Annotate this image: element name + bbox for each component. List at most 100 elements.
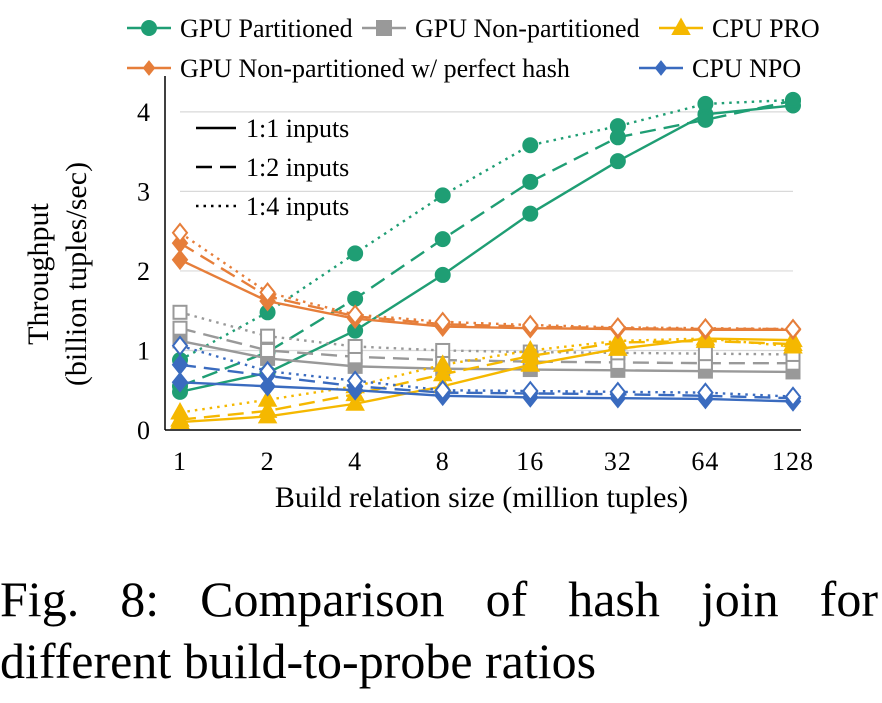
data-point [522,205,539,222]
ratio-legend-label: 1:1 inputs [246,114,349,143]
data-point [347,338,363,354]
x-tick-label: 32 [604,447,632,476]
data-point [434,266,451,283]
data-point [170,402,190,420]
x-tick-label: 4 [348,447,362,476]
data-point [259,282,276,303]
series-legend: GPU Partitioned GPU Non-partitioned CPU PR… [127,14,820,83]
data-point [697,95,714,112]
data-point [609,317,627,338]
series-gpu-non-partitioned-w-perfect-hash-1-4 [171,222,802,340]
series-cpu-pro-1-4 [170,328,803,420]
legend-item-gpu-partitioned: GPU Partitioned [127,14,353,43]
data-point [346,370,364,392]
legend-marker [654,60,668,76]
data-point [171,354,189,376]
data-point [346,304,364,326]
data-point [432,354,453,372]
series-line [179,381,794,403]
data-point [171,371,189,393]
data-point [609,118,626,135]
data-point [171,249,189,271]
caption-line-1: Fig. 8: Comparison of hash join for [0,571,878,627]
data-point [785,91,801,108]
figure-caption: Fig. 8: Comparison of hash join for diff… [0,568,882,692]
data-point [259,360,276,382]
y-tick-label: 3 [137,177,150,206]
series-line [179,327,793,365]
data-point [434,379,451,401]
data-point [171,222,189,244]
y-tick-label: 4 [137,98,150,127]
data-point [172,320,188,336]
data-point [520,340,541,358]
data-point [260,328,276,344]
series-line [179,231,794,331]
data-point [347,290,364,307]
legend-marker [141,20,157,36]
data-point [697,111,714,128]
y-axis-label-line: Throughput [22,203,55,345]
series-line [179,344,794,398]
y-axis-label-line: (billion tuples/sec) [60,162,93,386]
legend-marker [376,20,392,36]
legend-item-gpu-non-partitioned-w-perfect-hash: GPU Non-partitioned w/ perfect hash [127,54,570,83]
data-point [609,381,627,403]
data-point [434,311,451,333]
ratio-legend-1-1: 1:1 inputs [196,114,349,143]
data-point [784,386,802,407]
x-tick-label: 128 [772,447,814,476]
data-point [609,153,626,170]
series-line [179,242,793,331]
grid-lines [180,111,793,352]
data-point [697,317,714,339]
data-point [257,389,278,407]
ratio-legend-label: 1:4 inputs [246,192,349,221]
data-point [522,314,539,336]
legend-label: CPU NPO [692,54,801,83]
data-point [522,173,539,190]
data-point [257,400,278,418]
data-point [434,231,451,248]
data-point [697,382,714,403]
x-tick-label: 16 [516,447,544,476]
legend-label: GPU Partitioned [180,14,353,43]
legend-label: CPU PRO [712,14,820,43]
data-point [783,336,803,354]
ratio-legend-1-2: 1:2 inputs [196,153,349,182]
x-tick-label: 2 [261,447,275,476]
data-point [347,245,364,262]
ratio-legend-1-4: 1:4 inputs [196,192,349,221]
series-line [179,311,794,356]
y-tick-label: 1 [137,336,150,365]
series-line [179,363,794,400]
series-line [179,339,794,421]
series-line [179,98,794,362]
series-cpu-npo-1-4 [171,335,802,407]
x-tick-label: 8 [436,447,450,476]
ratio-legend: 1:1 inputs 1:2 inputs 1:4 inputs [196,114,349,221]
series-gpu-partitioned-1-2 [172,92,801,395]
ratio-legend-label: 1:2 inputs [246,153,349,182]
legend-marker [671,17,691,35]
x-tick-label: 64 [691,447,719,476]
data-point [522,380,539,402]
data-point [172,304,188,320]
legend-label: GPU Non-partitioned w/ perfect hash [180,54,570,83]
x-axis-label: Build relation size (million tuples) [275,481,688,514]
data-point [345,393,365,411]
caption-line-2: different build-to-probe ratios [0,633,597,689]
data-point [434,187,451,204]
axis-labels: Build relation size (million tuples) Thro… [22,162,688,514]
data-point [608,330,628,348]
y-tick-label: 2 [137,257,150,286]
series-line [179,339,794,374]
data-point [784,318,802,340]
legend-item-gpu-non-partitioned: GPU Non-partitioned [362,14,640,43]
series-line [179,99,794,388]
legend-marker [142,60,156,76]
data-point [260,342,276,358]
data-point [697,346,713,362]
